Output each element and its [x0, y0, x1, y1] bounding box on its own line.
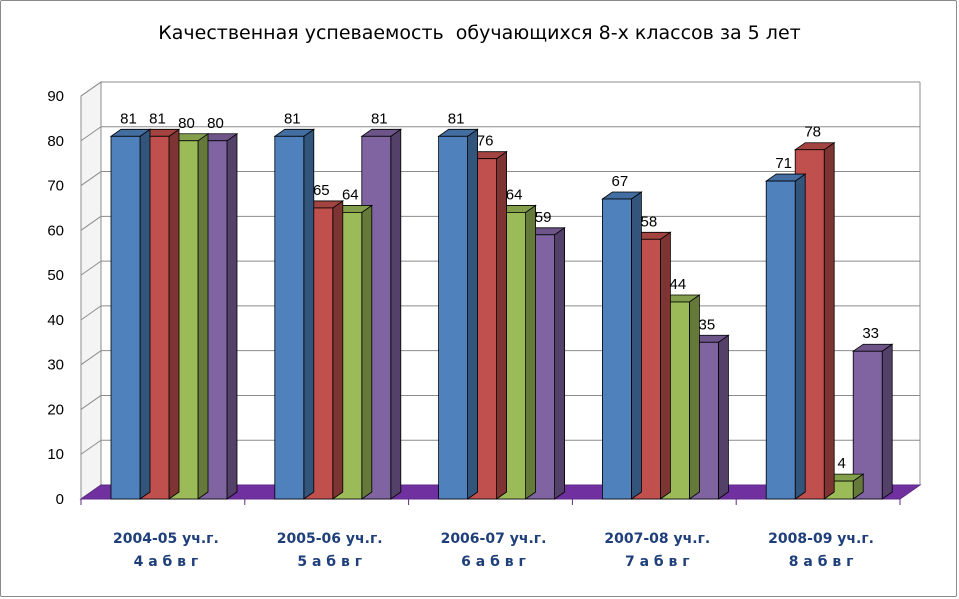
- data-label: 81: [448, 110, 465, 127]
- gridline-side: [80, 439, 102, 455]
- gridline-side: [80, 260, 102, 276]
- x-tick-label: 7 а б в г: [625, 554, 690, 570]
- y-tick-label: 30: [47, 357, 64, 374]
- data-label: 35: [699, 316, 716, 333]
- y-tick-label: 10: [47, 446, 64, 463]
- x-tick-label: 2004-05 уч.г.: [113, 531, 219, 547]
- data-label: 64: [506, 186, 523, 203]
- bar-side: [881, 343, 893, 500]
- bar-side: [496, 150, 508, 500]
- bar-side: [660, 231, 671, 500]
- bar: [765, 180, 796, 500]
- gridline-side: [80, 171, 102, 186]
- data-label: 78: [804, 124, 821, 141]
- bar: [274, 135, 305, 500]
- y-tick-label: 20: [47, 401, 64, 418]
- data-label: 80: [207, 115, 224, 132]
- x-tick-label: 4 а б в г: [134, 554, 199, 570]
- data-label: 81: [120, 110, 137, 127]
- gridline-side: [80, 350, 102, 366]
- data-label: 4: [838, 455, 846, 472]
- data-label: 44: [670, 276, 687, 293]
- y-tick-label: 40: [47, 312, 64, 329]
- bar-side: [467, 128, 479, 500]
- data-label: 81: [149, 110, 166, 127]
- data-label: 67: [612, 173, 629, 190]
- x-tick-label: 2007-08 уч.г.: [604, 531, 710, 547]
- chart-title: Качественная успеваемость обучающихся 8-…: [158, 22, 801, 44]
- bar: [110, 135, 141, 500]
- y-tick-label: 50: [47, 267, 64, 284]
- gridline-side: [80, 395, 102, 410]
- bar-side: [823, 141, 835, 500]
- data-label: 76: [477, 133, 494, 150]
- data-label: 33: [862, 325, 879, 342]
- data-label: 64: [342, 186, 359, 203]
- data-label: 81: [284, 110, 301, 127]
- gridline-side: [80, 305, 102, 321]
- side-wall: [80, 81, 102, 500]
- bar: [602, 198, 632, 500]
- bar-side: [794, 173, 806, 500]
- bar-side: [525, 204, 536, 500]
- data-label: 65: [313, 182, 330, 199]
- bar-side: [631, 191, 642, 500]
- data-label: 81: [371, 110, 388, 127]
- gridline-side: [80, 215, 102, 231]
- bar-side: [361, 204, 373, 500]
- y-tick-label: 0: [56, 491, 64, 508]
- gridline-side: [80, 81, 102, 97]
- y-tick-label: 90: [47, 88, 64, 105]
- x-tick-label: 2008-09 уч.г.: [768, 531, 874, 547]
- y-tick-label: 80: [47, 133, 64, 150]
- y-tick-label: 60: [47, 222, 64, 239]
- x-tick-label: 5 а б в г: [297, 554, 362, 570]
- bar-side: [139, 128, 151, 500]
- bar: [438, 135, 469, 500]
- data-label: 71: [775, 155, 792, 172]
- bar-side: [718, 334, 729, 500]
- x-tick-label: 8 а б в г: [789, 554, 854, 570]
- gridline-side: [80, 126, 102, 142]
- data-label: 59: [535, 209, 552, 226]
- bar-side: [168, 128, 180, 500]
- y-tick-label: 70: [47, 178, 64, 195]
- data-label: 58: [641, 213, 658, 230]
- x-tick-label: 2006-07 уч.г.: [441, 531, 547, 547]
- bar-side: [197, 133, 209, 500]
- data-label: 80: [178, 115, 195, 132]
- bar-side: [554, 227, 565, 500]
- x-tick-label: 6 а б в г: [461, 554, 526, 570]
- bar-side: [390, 128, 402, 500]
- x-tick-label: 2005-06 уч.г.: [277, 531, 383, 547]
- bar-side: [226, 133, 238, 500]
- bar-side: [332, 200, 344, 500]
